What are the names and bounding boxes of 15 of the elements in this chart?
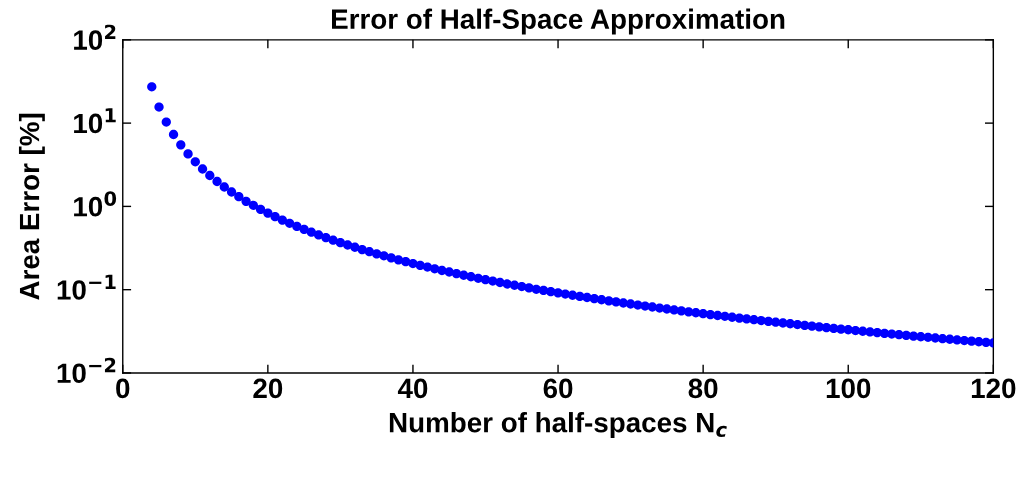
y-tick-label: 10$^{0}$ <box>74 191 117 217</box>
y-axis-title: Area Error [%] <box>18 113 45 300</box>
x-tick-label: 60 <box>543 378 573 399</box>
x-tick-label: 20 <box>253 378 283 399</box>
chart-title: Error of Half-Space Approximation <box>332 8 785 35</box>
x-tick-label: 120 <box>971 378 1016 399</box>
y-tick-label: 10$^{1}$ <box>74 108 116 134</box>
x-tick-label: 100 <box>826 378 871 399</box>
x-tick-label: 80 <box>688 378 718 399</box>
y-tick-label: 10$^{2}$ <box>74 24 116 50</box>
x-axis-title: Number of half-spaces N$_{c}$ <box>389 412 727 438</box>
y-tick-label: 10$^{−1}$ <box>57 274 116 300</box>
y-tick-label: 10$^{−2}$ <box>57 357 116 384</box>
x-tick-label: 40 <box>397 378 428 399</box>
x-tick-label: 0 <box>116 378 130 399</box>
